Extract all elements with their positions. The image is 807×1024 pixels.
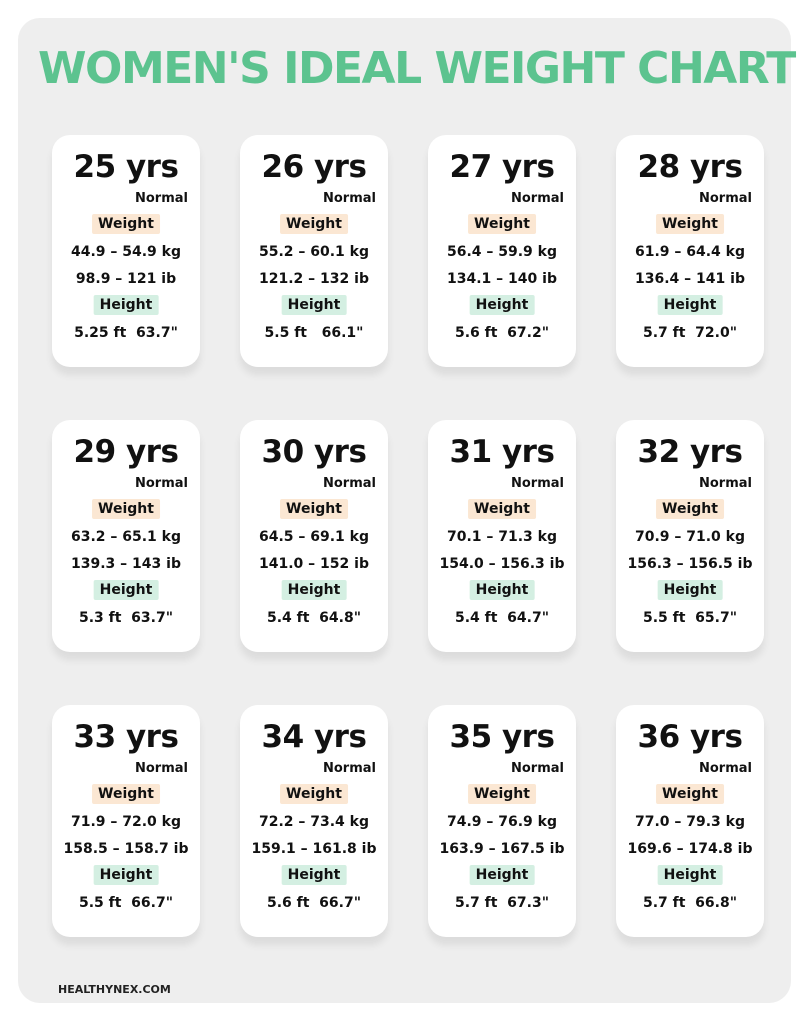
- page-title: WOMEN'S IDEAL WEIGHT CHART: [38, 43, 796, 94]
- height-value: 5.7 ft 72.0": [642, 325, 738, 341]
- age-label: 34 yrs: [261, 719, 367, 755]
- height-tag: Height: [93, 295, 159, 315]
- weight-lb-range: 136.4 – 141 ib: [635, 271, 745, 287]
- weight-tag: Weight: [468, 214, 536, 234]
- height-tag: Height: [469, 295, 535, 315]
- height-value: 5.5 ft 66.1": [264, 325, 364, 341]
- status-label: Normal: [511, 761, 564, 776]
- footer-brand: HEALTHYNEX.COM: [58, 983, 171, 996]
- weight-lb-range: 158.5 – 158.7 ib: [63, 841, 189, 857]
- weight-tag: Weight: [280, 499, 348, 519]
- weight-kg-range: 64.5 – 69.1 kg: [258, 529, 370, 545]
- weight-kg-range: 71.9 – 72.0 kg: [70, 814, 182, 830]
- weight-lb-range: 98.9 – 121 ib: [75, 271, 177, 287]
- status-label: Normal: [699, 761, 752, 776]
- age-label: 33 yrs: [73, 719, 179, 755]
- height-value: 5.4 ft 64.7": [454, 610, 550, 626]
- height-tag: Height: [281, 865, 347, 885]
- status-label: Normal: [323, 761, 376, 776]
- weight-kg-range: 61.9 – 64.4 kg: [634, 244, 746, 260]
- weight-kg-range: 72.2 – 73.4 kg: [258, 814, 370, 830]
- age-label: 32 yrs: [637, 434, 743, 470]
- age-label: 27 yrs: [449, 149, 555, 185]
- weight-kg-range: 44.9 – 54.9 kg: [70, 244, 182, 260]
- weight-kg-range: 56.4 – 59.9 kg: [446, 244, 558, 260]
- age-label: 28 yrs: [637, 149, 743, 185]
- weight-tag: Weight: [656, 214, 724, 234]
- weight-tag: Weight: [92, 499, 160, 519]
- weight-lb-range: 169.6 – 174.8 ib: [627, 841, 753, 857]
- weight-tag: Weight: [92, 214, 160, 234]
- height-tag: Height: [469, 865, 535, 885]
- height-value: 5.4 ft 64.8": [266, 610, 362, 626]
- height-tag: Height: [281, 580, 347, 600]
- age-card: 36 yrs Normal Weight 77.0 – 79.3 kg 169.…: [616, 705, 764, 937]
- age-label: 35 yrs: [449, 719, 555, 755]
- weight-lb-range: 134.1 – 140 ib: [447, 271, 557, 287]
- age-card: 33 yrs Normal Weight 71.9 – 72.0 kg 158.…: [52, 705, 200, 937]
- weight-tag: Weight: [280, 784, 348, 804]
- weight-kg-range: 70.1 – 71.3 kg: [446, 529, 558, 545]
- weight-tag: Weight: [468, 784, 536, 804]
- weight-lb-range: 154.0 – 156.3 ib: [439, 556, 565, 572]
- weight-kg-range: 63.2 – 65.1 kg: [70, 529, 182, 545]
- height-value: 5.6 ft 66.7": [266, 895, 362, 911]
- height-value: 5.7 ft 67.3": [454, 895, 550, 911]
- height-value: 5.5 ft 65.7": [642, 610, 738, 626]
- status-label: Normal: [699, 476, 752, 491]
- age-card: 32 yrs Normal Weight 70.9 – 71.0 kg 156.…: [616, 420, 764, 652]
- height-tag: Height: [657, 580, 723, 600]
- height-value: 5.5 ft 66.7": [78, 895, 174, 911]
- height-tag: Height: [281, 295, 347, 315]
- age-card: 31 yrs Normal Weight 70.1 – 71.3 kg 154.…: [428, 420, 576, 652]
- height-value: 5.25 ft 63.7": [74, 325, 178, 341]
- weight-lb-range: 121.2 – 132 ib: [259, 271, 369, 287]
- status-label: Normal: [135, 761, 188, 776]
- weight-tag: Weight: [468, 499, 536, 519]
- weight-tag: Weight: [280, 214, 348, 234]
- age-card: 26 yrs Normal Weight 55.2 – 60.1 kg 121.…: [240, 135, 388, 367]
- status-label: Normal: [699, 191, 752, 206]
- height-tag: Height: [469, 580, 535, 600]
- age-label: 25 yrs: [73, 149, 179, 185]
- age-label: 31 yrs: [449, 434, 555, 470]
- age-label: 30 yrs: [261, 434, 367, 470]
- weight-kg-range: 55.2 – 60.1 kg: [258, 244, 370, 260]
- height-tag: Height: [93, 580, 159, 600]
- weight-kg-range: 77.0 – 79.3 kg: [634, 814, 746, 830]
- weight-tag: Weight: [656, 499, 724, 519]
- age-card: 28 yrs Normal Weight 61.9 – 64.4 kg 136.…: [616, 135, 764, 367]
- age-card: 27 yrs Normal Weight 56.4 – 59.9 kg 134.…: [428, 135, 576, 367]
- height-value: 5.6 ft 67.2": [454, 325, 550, 341]
- weight-tag: Weight: [656, 784, 724, 804]
- weight-lb-range: 139.3 – 143 ib: [71, 556, 181, 572]
- age-card-grid: 25 yrs Normal Weight 44.9 – 54.9 kg 98.9…: [52, 135, 764, 937]
- age-label: 26 yrs: [261, 149, 367, 185]
- weight-lb-range: 141.0 – 152 ib: [259, 556, 369, 572]
- status-label: Normal: [323, 476, 376, 491]
- weight-lb-range: 163.9 – 167.5 ib: [439, 841, 565, 857]
- status-label: Normal: [135, 476, 188, 491]
- status-label: Normal: [135, 191, 188, 206]
- status-label: Normal: [511, 191, 564, 206]
- age-label: 36 yrs: [637, 719, 743, 755]
- status-label: Normal: [323, 191, 376, 206]
- age-card: 25 yrs Normal Weight 44.9 – 54.9 kg 98.9…: [52, 135, 200, 367]
- weight-tag: Weight: [92, 784, 160, 804]
- weight-kg-range: 74.9 – 76.9 kg: [446, 814, 558, 830]
- age-card: 35 yrs Normal Weight 74.9 – 76.9 kg 163.…: [428, 705, 576, 937]
- height-tag: Height: [93, 865, 159, 885]
- weight-kg-range: 70.9 – 71.0 kg: [634, 529, 746, 545]
- age-card: 30 yrs Normal Weight 64.5 – 69.1 kg 141.…: [240, 420, 388, 652]
- height-tag: Height: [657, 295, 723, 315]
- status-label: Normal: [511, 476, 564, 491]
- age-card: 34 yrs Normal Weight 72.2 – 73.4 kg 159.…: [240, 705, 388, 937]
- weight-lb-range: 159.1 – 161.8 ib: [251, 841, 377, 857]
- height-value: 5.7 ft 66.8": [642, 895, 738, 911]
- age-label: 29 yrs: [73, 434, 179, 470]
- weight-lb-range: 156.3 – 156.5 ib: [627, 556, 753, 572]
- age-card: 29 yrs Normal Weight 63.2 – 65.1 kg 139.…: [52, 420, 200, 652]
- height-value: 5.3 ft 63.7": [78, 610, 174, 626]
- height-tag: Height: [657, 865, 723, 885]
